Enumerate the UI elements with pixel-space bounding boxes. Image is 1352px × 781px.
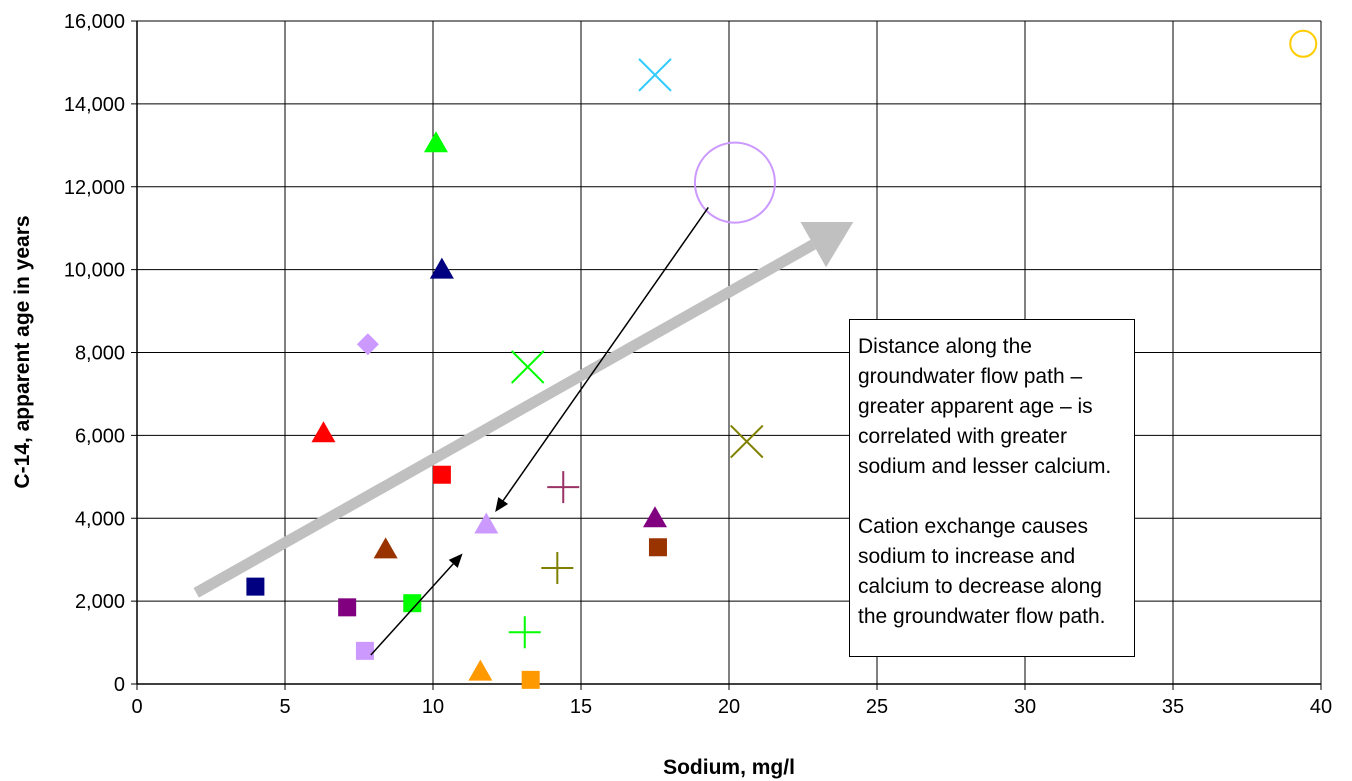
x-tick-label: 20 <box>718 696 740 718</box>
x-axis-title: Sodium, mg/l <box>663 756 795 779</box>
triangle-marker <box>643 506 667 528</box>
plus-marker <box>547 471 580 504</box>
square-marker <box>355 641 374 660</box>
y-tick-label: 16,000 <box>64 11 125 33</box>
plus-marker <box>541 551 574 584</box>
square-marker <box>521 670 540 689</box>
large-circle-marker <box>693 141 776 224</box>
triangle-marker <box>311 421 336 443</box>
square-marker <box>403 594 422 613</box>
y-tick-label: 4,000 <box>75 508 125 530</box>
x-tick-label: 40 <box>1310 696 1332 718</box>
annotation-arrow-line <box>502 207 709 501</box>
square-marker <box>338 598 357 617</box>
annotation-arrow-line <box>370 563 454 656</box>
x-marker <box>511 350 545 384</box>
x-marker <box>638 58 672 92</box>
y-tick-label: 10,000 <box>64 260 125 282</box>
square-marker <box>432 465 451 484</box>
x-tick-label: 30 <box>1014 696 1036 718</box>
annotation-paragraph-2: Cation exchange causes sodium to increas… <box>858 515 1106 628</box>
plus-marker <box>508 616 541 649</box>
triangle-marker <box>423 131 448 153</box>
y-axis-title: C-14, apparent age in years <box>11 215 34 488</box>
annotation-arrow-head <box>495 497 509 513</box>
y-tick-label: 0 <box>114 674 125 696</box>
square-marker <box>246 577 265 596</box>
annotation-arrow-head <box>448 553 463 568</box>
trend-arrow-shaft <box>193 239 816 598</box>
y-tick-label: 6,000 <box>75 425 125 447</box>
data-points <box>246 29 1318 689</box>
x-tick-label: 25 <box>866 696 888 718</box>
circle-marker <box>1289 29 1318 58</box>
x-tick-label: 0 <box>131 696 142 718</box>
y-axis-ticks: 0 2,000 4,000 6,000 8,000 10,000 12,000 14,000 1… <box>64 11 137 696</box>
triangle-marker <box>373 537 398 559</box>
square-marker <box>648 538 667 557</box>
triangle-marker <box>468 659 493 681</box>
x-tick-label: 5 <box>279 696 290 718</box>
triangle-marker <box>429 257 454 279</box>
triangle-marker <box>474 512 499 534</box>
diamond-marker <box>356 333 379 356</box>
trend-arrow-head <box>800 221 854 268</box>
y-tick-label: 14,000 <box>64 94 125 116</box>
x-tick-label: 35 <box>1162 696 1184 718</box>
y-tick-label: 8,000 <box>75 343 125 365</box>
x-tick-label: 10 <box>422 696 444 718</box>
x-axis-ticks: 0 5 10 15 20 25 30 35 40 <box>131 684 1332 718</box>
x-tick-label: 15 <box>570 696 592 718</box>
annotation-arrows <box>370 207 709 656</box>
annotation-box: Distance along the groundwater flow path… <box>849 319 1135 657</box>
annotation-paragraph-1: Distance along the groundwater flow path… <box>858 335 1112 478</box>
y-tick-label: 12,000 <box>64 177 125 199</box>
trend-arrow-group <box>193 221 854 598</box>
x-marker <box>730 424 764 459</box>
y-tick-label: 2,000 <box>75 591 125 613</box>
